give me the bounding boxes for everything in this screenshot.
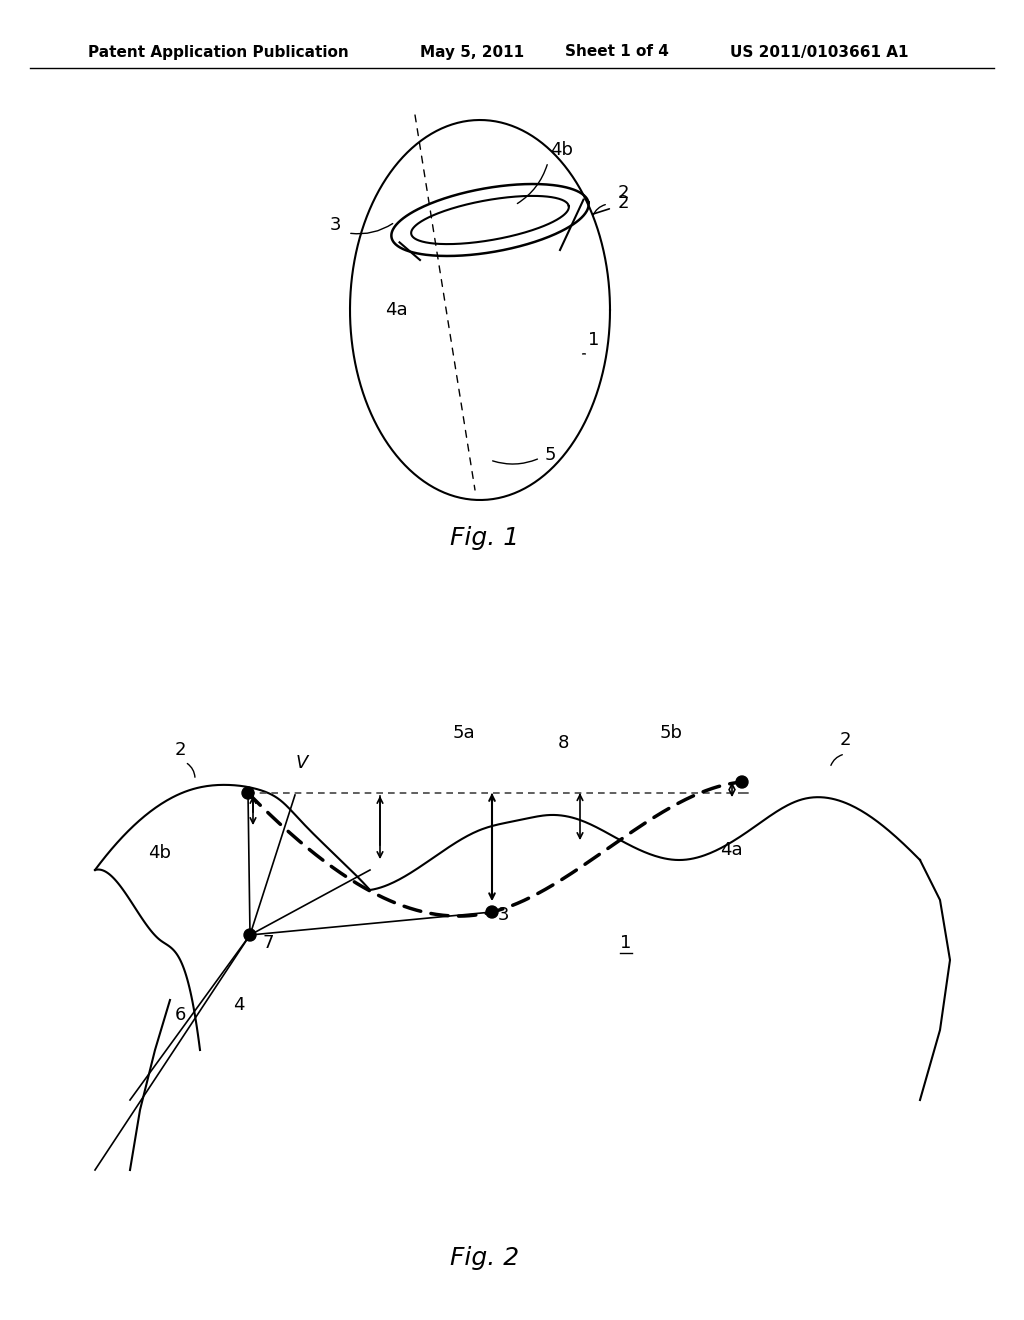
Circle shape (242, 787, 254, 799)
Text: 3: 3 (330, 216, 341, 234)
Text: 8: 8 (558, 734, 569, 752)
Circle shape (244, 929, 256, 941)
Text: 5b: 5b (660, 723, 683, 742)
Text: 2: 2 (175, 741, 186, 759)
Text: 4: 4 (233, 997, 245, 1014)
Text: 2: 2 (840, 731, 852, 748)
Text: 4b: 4b (148, 843, 171, 862)
Text: 6: 6 (175, 1006, 186, 1024)
Text: May 5, 2011: May 5, 2011 (420, 45, 524, 59)
Circle shape (736, 776, 748, 788)
Text: Patent Application Publication: Patent Application Publication (88, 45, 349, 59)
Text: 4b: 4b (550, 141, 573, 158)
Text: 2: 2 (618, 183, 630, 202)
Text: 5: 5 (545, 446, 556, 465)
Text: V: V (296, 754, 308, 772)
Text: Fig. 1: Fig. 1 (450, 525, 519, 550)
Text: 5a: 5a (453, 723, 475, 742)
Text: 1: 1 (588, 331, 599, 348)
Text: 4a: 4a (385, 301, 408, 319)
Text: US 2011/0103661 A1: US 2011/0103661 A1 (730, 45, 908, 59)
Text: 2: 2 (618, 194, 630, 213)
Text: 3: 3 (498, 906, 510, 924)
Circle shape (486, 906, 498, 917)
Text: 4a: 4a (720, 841, 742, 859)
Text: Sheet 1 of 4: Sheet 1 of 4 (565, 45, 669, 59)
Text: 1: 1 (620, 935, 632, 952)
Text: 7: 7 (262, 935, 273, 952)
Text: Fig. 2: Fig. 2 (450, 1246, 519, 1270)
